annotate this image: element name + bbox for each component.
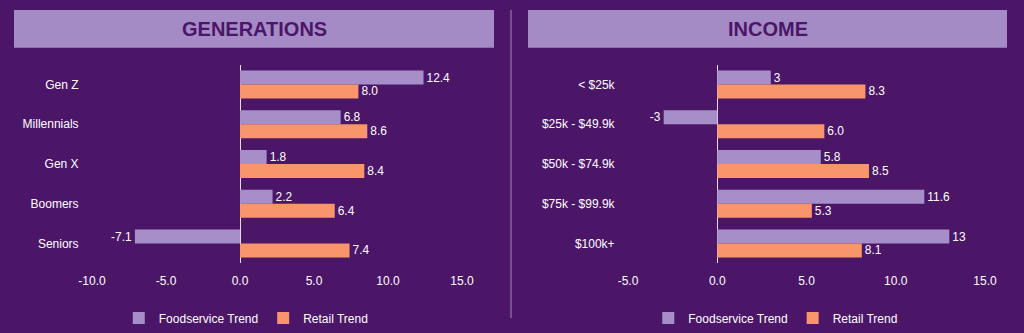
svg-text:15.0: 15.0 bbox=[973, 274, 997, 288]
svg-text:$50k - $74.9k: $50k - $74.9k bbox=[542, 157, 616, 171]
svg-text:8.6: 8.6 bbox=[370, 124, 387, 138]
svg-text:7.4: 7.4 bbox=[353, 243, 370, 257]
svg-text:3: 3 bbox=[774, 71, 781, 85]
svg-text:0.0: 0.0 bbox=[232, 274, 249, 288]
svg-text:5.0: 5.0 bbox=[306, 274, 323, 288]
svg-text:8.1: 8.1 bbox=[865, 243, 882, 257]
svg-text:13: 13 bbox=[952, 230, 966, 244]
svg-text:-10.0: -10.0 bbox=[78, 274, 106, 288]
svg-text:6.4: 6.4 bbox=[338, 204, 355, 218]
svg-text:12.4: 12.4 bbox=[427, 71, 451, 85]
svg-text:6.8: 6.8 bbox=[344, 110, 361, 124]
svg-text:Foodservice Trend: Foodservice Trend bbox=[159, 312, 258, 326]
svg-text:-3: -3 bbox=[650, 110, 661, 124]
svg-text:6.0: 6.0 bbox=[827, 124, 844, 138]
svg-text:11.6: 11.6 bbox=[927, 190, 950, 204]
svg-text:5.8: 5.8 bbox=[824, 150, 841, 164]
svg-text:8.5: 8.5 bbox=[872, 164, 889, 178]
svg-text:0.0: 0.0 bbox=[709, 274, 726, 288]
svg-text:Retail Trend: Retail Trend bbox=[833, 312, 898, 326]
svg-text:8.4: 8.4 bbox=[367, 164, 384, 178]
svg-text:INCOME: INCOME bbox=[728, 18, 808, 40]
svg-text:Seniors: Seniors bbox=[38, 237, 79, 251]
svg-text:$25k - $49.9k: $25k - $49.9k bbox=[542, 117, 616, 131]
svg-text:< $25k: < $25k bbox=[578, 78, 615, 92]
svg-text:-5.0: -5.0 bbox=[618, 274, 639, 288]
svg-text:Millennials: Millennials bbox=[23, 117, 79, 131]
svg-text:$100k+: $100k+ bbox=[575, 237, 615, 251]
svg-text:10.0: 10.0 bbox=[376, 274, 400, 288]
svg-text:5.0: 5.0 bbox=[798, 274, 815, 288]
svg-text:Gen X: Gen X bbox=[45, 157, 79, 171]
svg-text:-7.1: -7.1 bbox=[111, 230, 132, 244]
svg-text:$75k - $99.9k: $75k - $99.9k bbox=[542, 197, 616, 211]
svg-text:GENERATIONS: GENERATIONS bbox=[182, 18, 327, 40]
svg-text:8.3: 8.3 bbox=[868, 84, 885, 98]
svg-text:Boomers: Boomers bbox=[31, 197, 79, 211]
svg-text:-5.0: -5.0 bbox=[156, 274, 177, 288]
svg-text:15.0: 15.0 bbox=[450, 274, 474, 288]
svg-text:Gen Z: Gen Z bbox=[45, 78, 78, 92]
svg-text:Foodservice Trend: Foodservice Trend bbox=[688, 312, 787, 326]
svg-text:5.3: 5.3 bbox=[815, 204, 832, 218]
svg-text:8.0: 8.0 bbox=[361, 84, 378, 98]
svg-text:Retail Trend: Retail Trend bbox=[303, 312, 368, 326]
svg-text:2.2: 2.2 bbox=[276, 190, 293, 204]
svg-text:1.8: 1.8 bbox=[270, 150, 287, 164]
svg-text:10.0: 10.0 bbox=[884, 274, 908, 288]
